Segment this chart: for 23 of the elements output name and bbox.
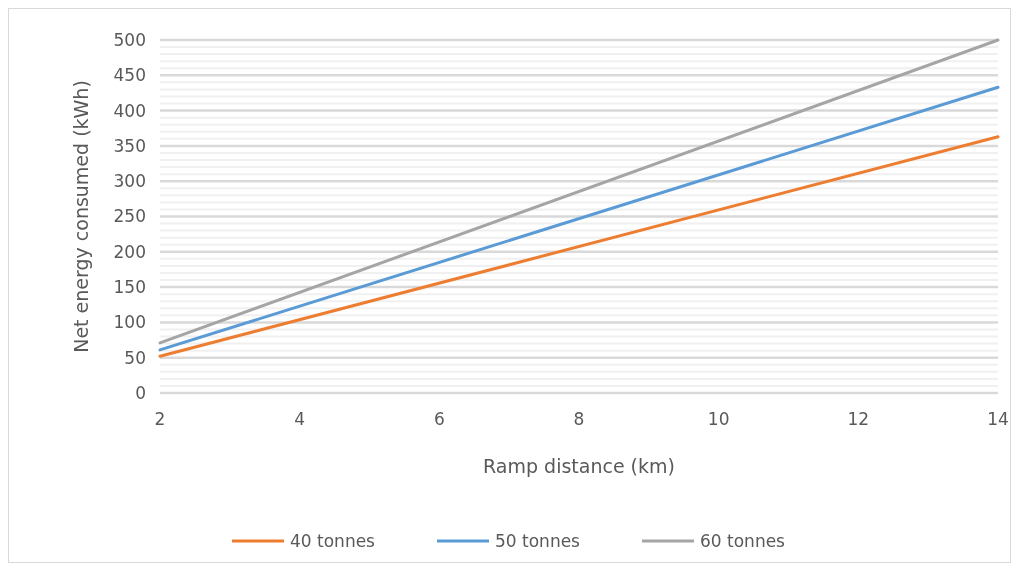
x-axis-title: Ramp distance (km) <box>483 455 675 477</box>
y-tick-label: 200 <box>113 241 146 262</box>
y-tick-label: 100 <box>113 312 146 333</box>
x-tick-label: 4 <box>294 409 306 429</box>
x-tick-label: 2 <box>154 409 166 429</box>
legend-label: 50 tonnes <box>495 530 581 551</box>
x-tick-label: 6 <box>433 409 445 429</box>
y-tick-label: 250 <box>113 206 146 227</box>
x-tick-label: 12 <box>847 409 870 429</box>
y-tick-label: 0 <box>135 382 146 403</box>
x-tick-label: 8 <box>573 409 585 429</box>
y-tick-label: 450 <box>113 65 146 86</box>
legend-label: 60 tonnes <box>700 530 786 551</box>
y-axis-title: Net energy consumed (kWh) <box>70 80 92 353</box>
y-tick-label: 150 <box>113 277 146 298</box>
y-tick-label: 500 <box>113 29 146 50</box>
y-tick-label: 350 <box>113 135 146 156</box>
y-tick-label: 400 <box>113 100 146 121</box>
legend-label: 40 tonnes <box>290 530 376 551</box>
x-tick-label: 10 <box>707 409 730 429</box>
y-tick-label: 300 <box>113 171 146 192</box>
x-tick-label: 14 <box>987 409 1009 429</box>
y-tick-label: 50 <box>124 347 146 368</box>
